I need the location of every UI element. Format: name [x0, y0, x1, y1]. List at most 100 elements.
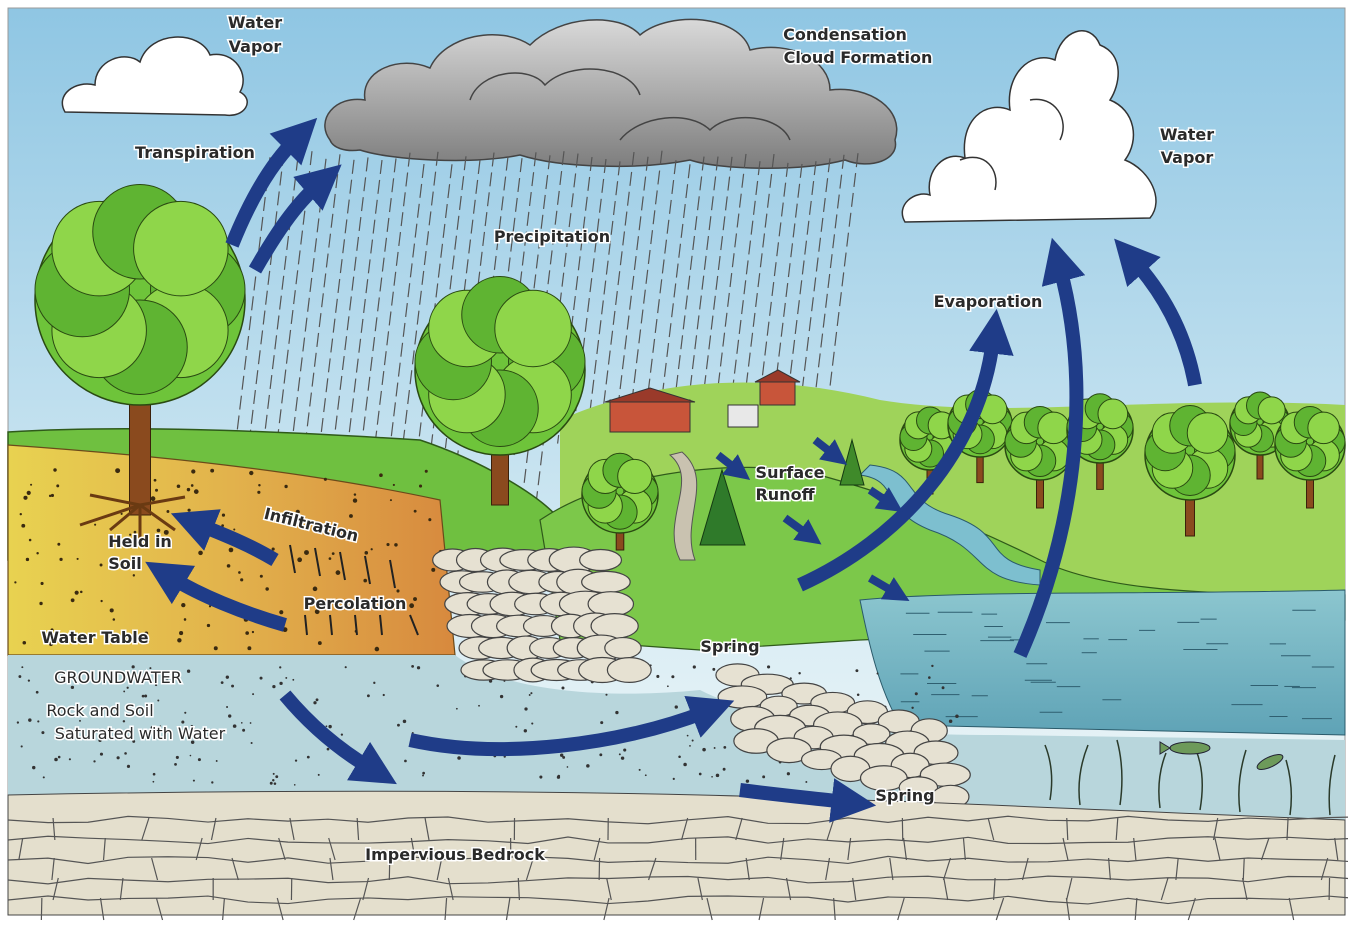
gw-grain: [231, 685, 234, 688]
soil-grain: [238, 571, 241, 574]
gw-grain: [144, 695, 147, 698]
gw-grain: [226, 706, 228, 708]
soil-grain: [110, 608, 114, 612]
gw-grain: [928, 676, 931, 679]
soil-grain: [59, 558, 62, 561]
soil-grain: [375, 647, 380, 652]
soil-grain: [247, 646, 251, 650]
gw-grain: [397, 724, 400, 727]
soil-grain: [284, 485, 287, 488]
gw-grain: [524, 729, 527, 732]
gw-grain: [69, 758, 71, 760]
soil-grain: [41, 582, 44, 585]
lake: [860, 590, 1345, 735]
gw-grain: [693, 665, 696, 668]
gw-grain: [942, 686, 945, 689]
soil-grain: [313, 587, 318, 592]
label: GROUNDWATER: [54, 668, 182, 687]
gw-grain: [683, 763, 687, 767]
label: Percolation: [304, 594, 407, 613]
gw-grain: [17, 721, 19, 723]
gw-grain: [678, 755, 681, 758]
soil-grain: [27, 491, 31, 495]
label: Condensation: [783, 25, 907, 44]
gw-grain: [211, 781, 213, 783]
soil-grain: [329, 557, 332, 560]
label: Rock and Soil: [46, 701, 153, 720]
soil-grain: [214, 646, 218, 650]
gw-grain: [295, 760, 297, 762]
soil-grain: [198, 551, 203, 556]
gw-grain: [675, 705, 678, 708]
soil-grain: [113, 618, 116, 621]
soil-grain: [419, 485, 422, 488]
gw-grain: [524, 707, 527, 710]
gw-grain: [367, 694, 370, 697]
gw-grain: [712, 668, 715, 671]
soil-grain: [23, 496, 27, 500]
soil-grain: [39, 602, 42, 605]
gw-grain: [270, 782, 273, 785]
gw-grain: [877, 673, 879, 675]
soil-grain: [51, 494, 54, 497]
label: Water: [1160, 125, 1214, 144]
gw-grain: [37, 720, 39, 722]
gw-grain: [404, 760, 407, 763]
gw-grain: [805, 781, 807, 783]
soil-grain: [428, 518, 431, 521]
water-cycle-diagram: Water Vapor Condensation Cloud Formation…: [0, 0, 1348, 926]
gw-grain: [190, 755, 192, 757]
gw-grain: [345, 666, 347, 668]
soil-grain: [151, 496, 156, 501]
soil-grain: [249, 471, 253, 475]
gw-grain: [226, 675, 229, 678]
soil-grain: [14, 581, 16, 583]
soil-grain: [396, 589, 399, 592]
soil-grain: [336, 570, 341, 575]
soil-grain: [324, 478, 327, 481]
gw-grain: [142, 695, 145, 698]
label: Water: [228, 13, 282, 32]
gw-grain: [54, 758, 58, 762]
soil-grain: [371, 548, 373, 550]
soil-grain: [30, 484, 32, 486]
gw-grain: [689, 745, 691, 747]
soil-grain: [260, 575, 263, 578]
gw-grain: [273, 773, 275, 775]
label: Impervious Bedrock: [365, 845, 545, 864]
canopy: [1187, 413, 1228, 454]
gw-grain: [313, 701, 316, 704]
gw-grain: [292, 679, 294, 681]
soil-grain: [245, 631, 249, 635]
gw-grain: [787, 772, 790, 775]
gw-grain: [28, 718, 31, 721]
soil-grain: [194, 489, 199, 494]
soil-grain: [49, 495, 51, 497]
soil-grain: [133, 574, 135, 576]
gw-grain: [714, 747, 716, 749]
gw-grain: [515, 726, 517, 728]
gw-grain: [233, 724, 237, 728]
canopy: [495, 290, 572, 367]
gw-grain: [955, 715, 959, 719]
soil-grain: [354, 493, 356, 495]
crack: [41, 898, 42, 920]
soil-grain: [53, 468, 56, 471]
canopy: [618, 459, 652, 493]
soil-grain: [188, 509, 191, 512]
soil-grain: [240, 578, 243, 581]
soil-grain: [181, 603, 185, 607]
gw-grain: [157, 699, 159, 701]
gw-grain: [716, 774, 720, 778]
gw-grain: [619, 753, 621, 755]
gw-grain: [260, 677, 263, 680]
soil-grain: [100, 600, 102, 602]
label: Vapor: [1161, 148, 1214, 167]
soil-grain: [36, 552, 38, 554]
soil-grain: [166, 510, 169, 513]
gw-grain: [21, 745, 23, 747]
gw-grain: [41, 731, 44, 734]
soil-grain: [155, 489, 158, 492]
label: Runoff: [755, 485, 815, 504]
gw-grain: [539, 775, 542, 778]
